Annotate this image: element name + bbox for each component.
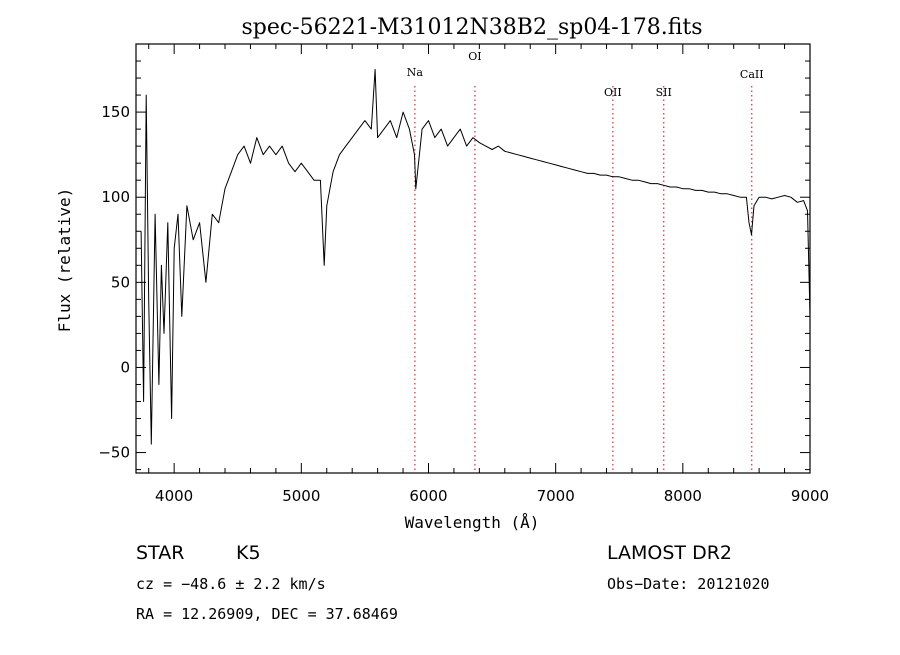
y-tick-label: 150 — [101, 103, 130, 121]
survey-name: LAMOST DR2 — [607, 542, 732, 564]
y-tick-label: 50 — [111, 273, 130, 291]
redshift-velocity: cz = −48.6 ± 2.2 km/s — [136, 575, 326, 593]
observation-date: Obs−Date: 20121020 — [607, 575, 770, 593]
spectral-line-label: Na — [407, 66, 424, 79]
spectrum-series — [140, 69, 811, 445]
x-tick-label: 5000 — [282, 487, 320, 505]
y-axis-label: Flux (relative) — [55, 188, 74, 333]
y-tick-label: −50 — [98, 444, 130, 462]
x-axis-label: Wavelength (Å) — [405, 513, 540, 532]
x-tick-label: 8000 — [664, 487, 702, 505]
y-tick-label: 0 — [120, 358, 130, 376]
x-tick-label: 4000 — [155, 487, 193, 505]
x-tick-label: 7000 — [537, 487, 575, 505]
x-tick-label: 9000 — [791, 487, 829, 505]
star-subclass: K5 — [236, 542, 261, 564]
chart-title: spec-56221-M31012N38B2_sp04-178.fits — [241, 15, 702, 40]
y-tick-label: 100 — [101, 188, 130, 206]
star-class: STAR — [136, 542, 184, 564]
coordinates: RA = 12.26909, DEC = 37.68469 — [136, 605, 398, 623]
axis-ticks: 4000 5000 6000 7000 8000 9000 −50 0 50 100 150 — [98, 44, 829, 505]
spectral-line-label: OI — [468, 50, 481, 63]
spectrum-line — [140, 69, 811, 445]
plot-border — [135, 43, 811, 474]
spectral-line-label: CaII — [740, 68, 764, 81]
spectral-line-label: OII — [604, 86, 622, 99]
plot-frame — [135, 43, 811, 474]
spectral-line-label: SII — [656, 86, 672, 99]
spectral-line-markers: Na OI OII SII CaII — [407, 50, 764, 473]
x-tick-label: 6000 — [409, 487, 447, 505]
